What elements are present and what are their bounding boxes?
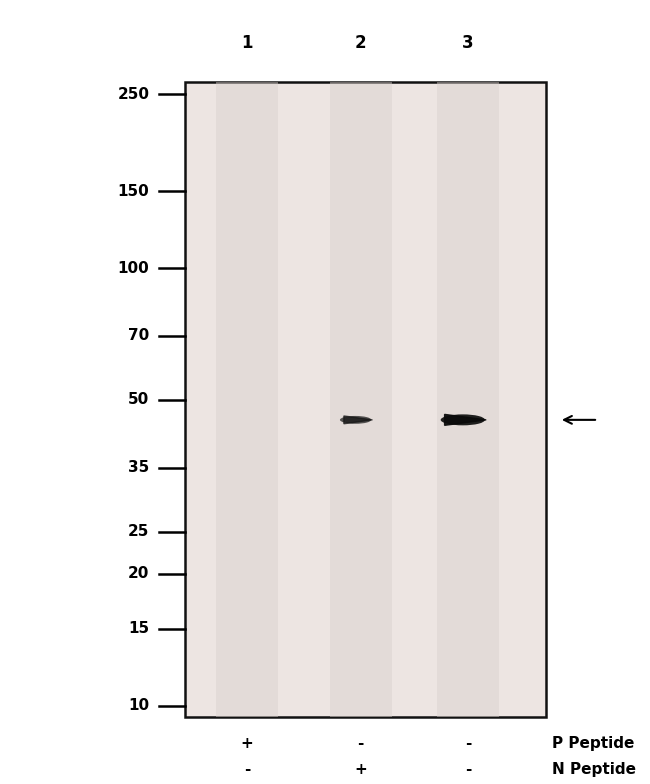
Text: -: -: [358, 735, 364, 751]
Bar: [437, 82, 499, 717]
Text: +: +: [240, 735, 254, 751]
Text: 10: 10: [129, 698, 150, 713]
Text: 250: 250: [118, 86, 150, 102]
Ellipse shape: [340, 416, 371, 424]
Bar: [185, 82, 546, 717]
Text: -: -: [244, 762, 250, 778]
Text: 15: 15: [129, 621, 150, 636]
Polygon shape: [344, 416, 372, 424]
Bar: [216, 82, 278, 717]
Text: 20: 20: [128, 566, 150, 582]
Text: 25: 25: [128, 524, 150, 539]
Text: N Peptide: N Peptide: [552, 762, 636, 778]
Text: -: -: [465, 762, 471, 778]
Text: 50: 50: [128, 392, 150, 408]
Text: 2: 2: [355, 34, 367, 52]
Bar: [330, 82, 391, 717]
Text: +: +: [354, 762, 367, 778]
Text: 100: 100: [118, 260, 150, 276]
Text: 70: 70: [128, 328, 150, 343]
Text: 35: 35: [128, 460, 150, 475]
Text: 3: 3: [462, 34, 474, 52]
Text: -: -: [465, 735, 471, 751]
Text: 1: 1: [241, 34, 253, 52]
Text: P Peptide: P Peptide: [552, 735, 635, 751]
Polygon shape: [445, 415, 486, 426]
Text: 150: 150: [118, 183, 150, 198]
Ellipse shape: [441, 415, 485, 426]
